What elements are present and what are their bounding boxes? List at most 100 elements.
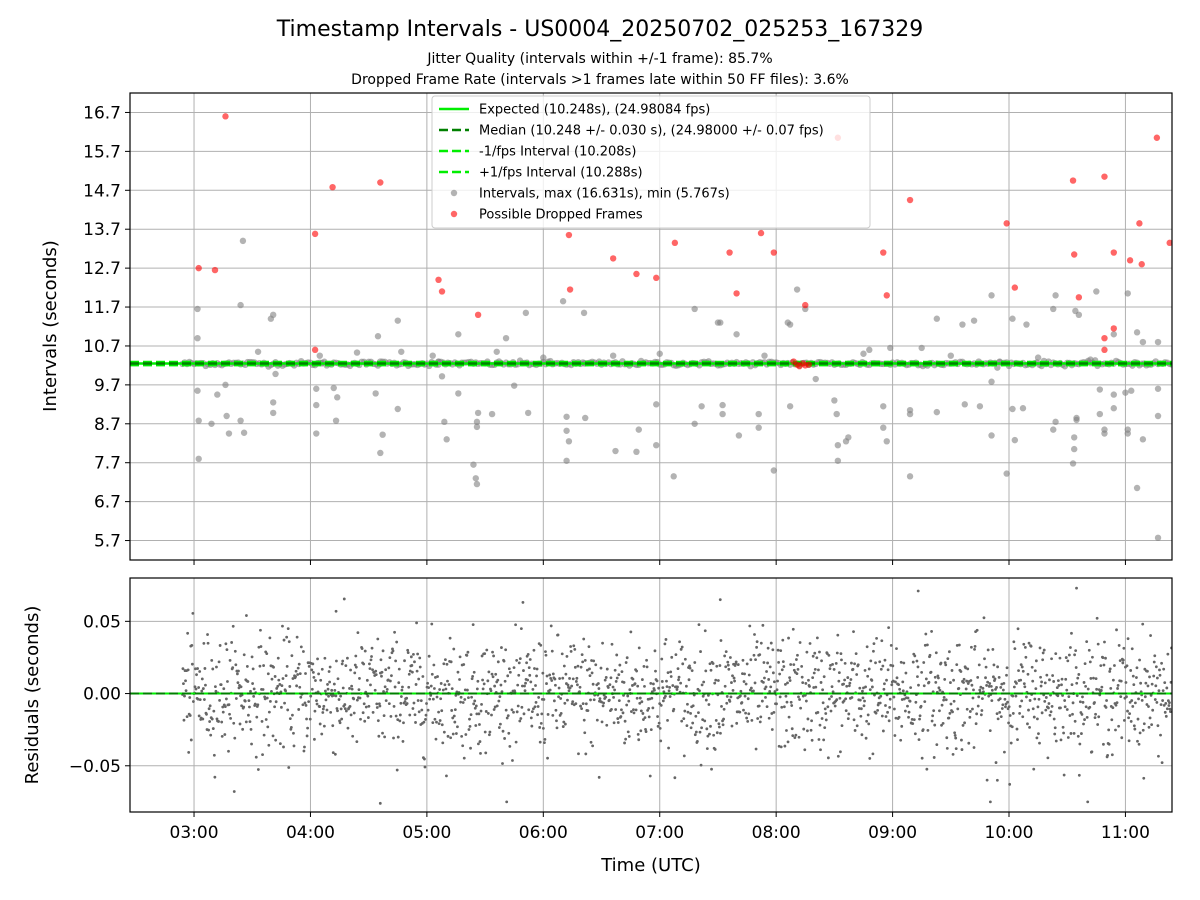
residual-point xyxy=(987,694,991,698)
dropped-frame-point xyxy=(1136,220,1143,227)
residual-point xyxy=(298,672,302,676)
residual-point xyxy=(263,697,267,701)
residual-point xyxy=(463,698,467,701)
interval-point xyxy=(455,331,462,338)
residual-point xyxy=(326,683,329,686)
legend-dropped-label: Possible Dropped Frames xyxy=(479,208,643,223)
residual-point xyxy=(242,653,246,657)
intervals-series xyxy=(130,113,1172,542)
residual-point xyxy=(371,710,375,714)
residual-point xyxy=(968,715,972,719)
residual-point xyxy=(817,738,821,741)
residual-point xyxy=(1061,725,1065,729)
residual-point xyxy=(262,664,265,667)
residual-point xyxy=(388,679,392,683)
residual-point xyxy=(1031,707,1035,711)
residual-point xyxy=(548,673,552,677)
residual-point xyxy=(843,661,847,665)
residual-point xyxy=(775,688,779,692)
residual-point xyxy=(988,682,992,685)
residual-point xyxy=(344,664,348,668)
residual-point xyxy=(582,637,586,641)
residual-point xyxy=(268,636,272,640)
residual-point xyxy=(522,669,525,672)
residual-point xyxy=(534,701,538,704)
residual-point xyxy=(186,631,190,635)
residual-point xyxy=(1054,652,1058,656)
residual-point xyxy=(540,712,544,716)
residual-point xyxy=(302,749,306,753)
residual-point xyxy=(518,719,522,723)
residual-point xyxy=(677,675,681,679)
residual-point xyxy=(657,686,661,690)
residual-point xyxy=(434,676,437,679)
residual-point xyxy=(374,673,378,677)
residual-point xyxy=(349,713,353,717)
residual-point xyxy=(748,624,752,628)
residual-point xyxy=(761,623,765,627)
residual-point xyxy=(465,653,469,657)
residual-point xyxy=(1038,646,1042,650)
residual-point xyxy=(1132,683,1136,687)
residual-point xyxy=(798,641,802,644)
residual-point xyxy=(1036,705,1040,709)
residual-point xyxy=(368,662,371,666)
residual-point xyxy=(1135,666,1139,670)
residual-point xyxy=(940,703,944,707)
residual-point xyxy=(225,648,229,651)
residual-point xyxy=(543,741,546,745)
residual-point xyxy=(635,696,639,700)
residual-point xyxy=(604,676,608,679)
residual-point xyxy=(447,683,451,686)
residual-point xyxy=(781,638,785,642)
residual-point xyxy=(770,728,774,731)
residual-point xyxy=(1088,705,1092,709)
residual-point xyxy=(370,655,373,658)
residual-point xyxy=(351,734,355,738)
residual-point xyxy=(727,667,731,671)
residual-point xyxy=(712,733,716,737)
interval-point xyxy=(214,391,221,398)
residual-point xyxy=(473,699,477,703)
residual-point xyxy=(318,705,322,709)
residual-point xyxy=(922,684,926,688)
residual-point xyxy=(212,709,216,713)
residual-point xyxy=(1000,707,1004,710)
residual-point xyxy=(570,684,574,688)
residual-point xyxy=(445,774,448,778)
residual-point xyxy=(184,679,187,683)
residual-point xyxy=(625,703,629,707)
interval-point xyxy=(933,408,941,416)
residual-point xyxy=(335,707,339,710)
residual-point xyxy=(348,687,351,690)
residual-point xyxy=(763,676,766,680)
residual-point xyxy=(812,671,816,675)
residual-point xyxy=(371,668,374,672)
residual-point xyxy=(1021,715,1025,719)
residual-point xyxy=(724,650,728,654)
residual-point xyxy=(443,683,447,687)
residual-point xyxy=(943,661,947,665)
residual-point xyxy=(664,694,667,698)
residual-point xyxy=(1094,677,1098,681)
residual-point xyxy=(1025,695,1028,699)
interval-point xyxy=(1069,460,1077,467)
residual-point xyxy=(601,704,605,708)
interval-point xyxy=(443,436,450,443)
interval-point xyxy=(845,434,852,441)
residual-point xyxy=(906,696,910,700)
residual-point xyxy=(554,683,557,687)
residual-point xyxy=(852,630,855,634)
residual-point xyxy=(584,702,588,706)
residual-point xyxy=(929,670,933,674)
residual-point xyxy=(606,686,610,689)
residual-point xyxy=(945,736,949,740)
residual-point xyxy=(609,676,613,680)
residual-point xyxy=(1037,732,1040,736)
residual-point xyxy=(405,702,409,705)
residual-point xyxy=(771,648,775,652)
residual-point xyxy=(446,734,450,738)
residual-point xyxy=(1147,725,1151,729)
residual-point xyxy=(1081,700,1085,704)
residual-point xyxy=(401,740,405,743)
